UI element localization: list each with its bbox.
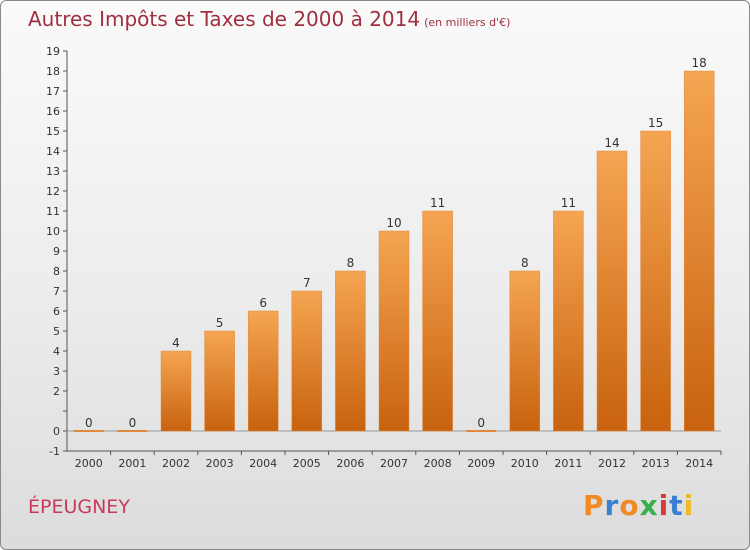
data-label: 4 [172,336,180,350]
y-tick-label: 2 [53,385,60,398]
logo-letter: t [669,489,684,522]
data-label: 10 [386,216,401,230]
x-tick-label: 2009 [467,457,495,470]
location-label: ÉPEUGNEY [28,496,130,518]
y-tick-label: 19 [46,45,60,58]
bar [204,330,235,432]
x-tick-label: 2008 [424,457,452,470]
bar [596,150,628,432]
y-tick-label: 7 [53,285,60,298]
x-tick-label: 2006 [336,457,364,470]
logo-letter: r [604,489,620,522]
bar [247,310,279,432]
bar [291,290,323,432]
y-tick-label: 3 [53,365,60,378]
y-tick-label: 12 [46,185,60,198]
x-tick-label: 2013 [642,457,670,470]
data-label: 0 [129,416,137,430]
data-label: 6 [259,296,267,310]
y-tick-label: 13 [46,165,60,178]
y-tick-label: 8 [53,265,60,278]
y-tick-label: 17 [46,85,60,98]
x-tick-label: 2000 [75,457,103,470]
bar [683,70,715,432]
bar [160,350,192,432]
unit-note: (en milliers d'€) [424,16,511,29]
data-label: 0 [85,416,93,430]
title-text: Autres Impôts et Taxes de 2000 à 2014 [28,7,421,31]
y-tick-label: 6 [53,305,60,318]
bar [378,230,410,432]
logo-letter: x [639,489,659,522]
x-tick-label: 2004 [249,457,277,470]
bar [335,270,366,432]
bar [117,430,148,432]
logo-letter: P [583,489,605,522]
y-tick-label: 15 [46,125,60,138]
x-tick-label: 2005 [293,457,321,470]
x-tick-label: 2010 [511,457,539,470]
x-tick-label: 2011 [554,457,582,470]
data-label: 14 [604,136,619,150]
bar [466,430,497,432]
data-label: 15 [648,116,663,130]
bar [553,210,584,432]
chart-title: Autres Impôts et Taxes de 2000 à 2014 (en… [28,7,510,31]
x-tick-label: 2003 [206,457,234,470]
bar [640,130,671,432]
data-label: 11 [561,196,576,210]
data-label: 5 [216,316,224,330]
x-tick-label: 2014 [685,457,713,470]
y-tick-label: 11 [46,205,60,218]
data-label: 8 [521,256,529,270]
y-tick-label: 10 [46,225,60,238]
data-label: 18 [692,56,707,70]
y-tick-label: -1 [49,445,60,458]
x-tick-label: 2002 [162,457,190,470]
bar [73,430,104,432]
data-label: 8 [347,256,355,270]
data-label: 7 [303,276,311,290]
logo-letter: i [683,489,695,522]
data-label: 11 [430,196,445,210]
y-tick-label: 16 [46,105,60,118]
y-tick-label: 9 [53,245,60,258]
bar [422,210,453,432]
logo-letter: o [619,489,640,522]
bar [509,270,541,432]
y-tick-label: 5 [53,325,60,338]
y-tick-label: 18 [46,65,60,78]
y-tick-label: 4 [53,345,60,358]
data-label: 0 [477,416,485,430]
y-tick-label: 0 [53,425,60,438]
logo-letter: i [658,489,670,522]
x-tick-label: 2012 [598,457,626,470]
x-tick-label: 2001 [118,457,146,470]
x-tick-label: 2007 [380,457,408,470]
y-tick-label: 14 [46,145,60,158]
proxiti-logo: Proxiti [583,489,694,522]
